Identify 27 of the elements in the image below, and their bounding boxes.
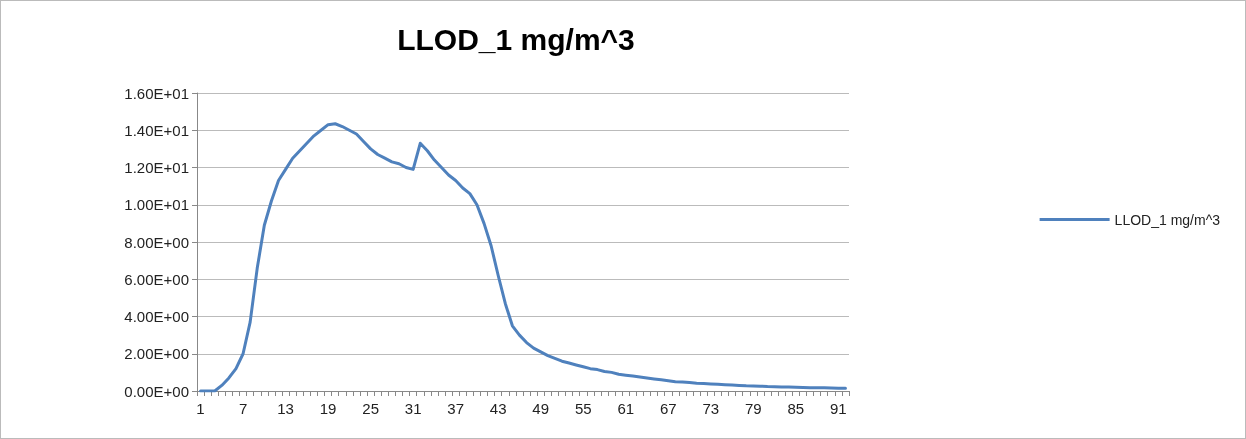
y-tick-label: 1.00E+01 bbox=[124, 196, 189, 214]
x-tick-label: 67 bbox=[659, 400, 677, 417]
y-tick-label: 1.20E+01 bbox=[124, 159, 189, 176]
x-tick-label: 85 bbox=[787, 400, 805, 417]
x-tick-label: 37 bbox=[447, 400, 465, 417]
chart-title: LLOD_1 mg/m^3 bbox=[397, 22, 635, 56]
x-tick-label: 43 bbox=[489, 400, 507, 417]
x-tick-label: 91 bbox=[830, 400, 847, 417]
x-tick-label: 13 bbox=[277, 400, 294, 417]
x-tick-label: 1 bbox=[196, 400, 205, 417]
y-tick-label: 6.00E+00 bbox=[124, 270, 189, 288]
x-tick-label: 7 bbox=[238, 400, 248, 417]
x-tick-label: 73 bbox=[702, 400, 720, 417]
x-tick-label: 61 bbox=[617, 400, 635, 417]
x-tick-label: 55 bbox=[574, 400, 592, 417]
y-tick-label: 1.60E+01 bbox=[124, 84, 189, 102]
y-tick-label: 0.00E+00 bbox=[124, 382, 189, 400]
x-tick-label: 25 bbox=[362, 400, 379, 417]
y-tick-label: 1.40E+01 bbox=[124, 121, 189, 139]
x-tick-label: 79 bbox=[744, 400, 762, 417]
x-tick-label: 31 bbox=[404, 400, 422, 417]
y-tick-label: 8.00E+00 bbox=[124, 233, 189, 251]
x-tick-label: 19 bbox=[319, 400, 337, 417]
legend-label: LLOD_1 mg/m^3 bbox=[1114, 211, 1221, 228]
y-tick-label: 2.00E+00 bbox=[124, 345, 189, 363]
y-tick-label: 4.00E+00 bbox=[124, 308, 189, 325]
x-tick-label: 49 bbox=[532, 400, 550, 417]
